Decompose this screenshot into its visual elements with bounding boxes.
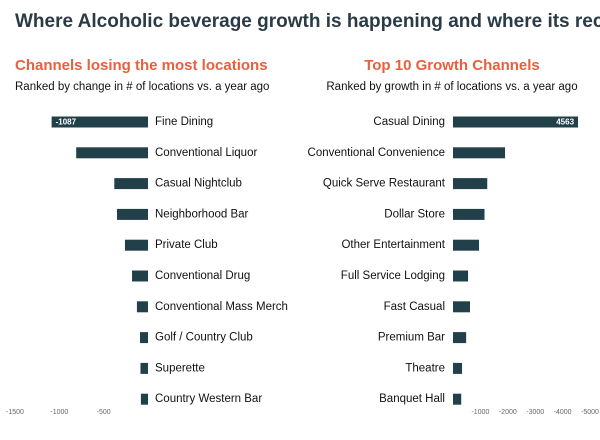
bar (76, 147, 148, 159)
category-label: Conventional Convenience (308, 147, 445, 159)
bar (51, 116, 148, 128)
x-tick-label: -5000 (581, 409, 599, 416)
category-label: Fine Dining (155, 116, 213, 128)
bar (114, 178, 148, 190)
category-label: Private Club (155, 239, 218, 251)
category-label: Other Entertainment (341, 239, 445, 251)
x-tick-label: -1000 (471, 409, 489, 416)
x-tick-label: -4000 (554, 409, 572, 416)
chart-subtitle: Ranked by change in # of locations vs. a… (15, 81, 269, 93)
category-label: Conventional Liquor (155, 147, 257, 159)
bar (140, 332, 148, 344)
value-label: 4563 (556, 118, 574, 127)
category-label: Golf / Country Club (155, 332, 253, 344)
bar (140, 393, 148, 405)
bar (453, 239, 480, 251)
category-label: Country Western Bar (155, 393, 262, 405)
bar (453, 301, 470, 313)
page-title: Where Alcoholic beverage growth is happe… (15, 11, 600, 32)
bar (453, 332, 467, 344)
bar (116, 208, 148, 220)
category-label: Neighborhood Bar (155, 208, 249, 220)
x-tick-label: -3000 (526, 409, 544, 416)
bar (453, 270, 469, 282)
category-label: Theatre (405, 362, 445, 374)
bar (453, 362, 463, 374)
category-label: Quick Serve Restaurant (323, 178, 446, 190)
category-label: Conventional Drug (155, 270, 250, 282)
bar (136, 301, 148, 313)
bar (453, 393, 462, 405)
chart-subtitle: Ranked by growth in # of locations vs. a… (326, 81, 577, 93)
x-tick-label: -1500 (6, 409, 24, 416)
category-label: Dollar Store (384, 208, 445, 220)
bar (124, 239, 148, 251)
category-label: Full Service Lodging (341, 270, 445, 282)
category-label: Banquet Hall (379, 393, 445, 405)
value-label: -1087 (56, 118, 77, 127)
category-label: Casual Nightclub (155, 178, 242, 190)
category-label: Premium Bar (378, 332, 445, 344)
bar (453, 208, 485, 220)
bar (453, 178, 488, 190)
x-tick-label: -1000 (50, 409, 68, 416)
chart-title: Channels losing the most locations (15, 57, 268, 74)
x-tick-label: -500 (97, 409, 111, 416)
category-label: Casual Dining (373, 116, 445, 128)
bar (453, 147, 506, 159)
bar (140, 362, 148, 374)
category-label: Fast Casual (384, 301, 445, 313)
bar (453, 116, 579, 128)
chart-title: Top 10 Growth Channels (364, 57, 540, 74)
category-label: Conventional Mass Merch (155, 301, 288, 313)
bar (132, 270, 148, 282)
category-label: Superette (155, 362, 205, 374)
x-tick-label: -2000 (499, 409, 517, 416)
